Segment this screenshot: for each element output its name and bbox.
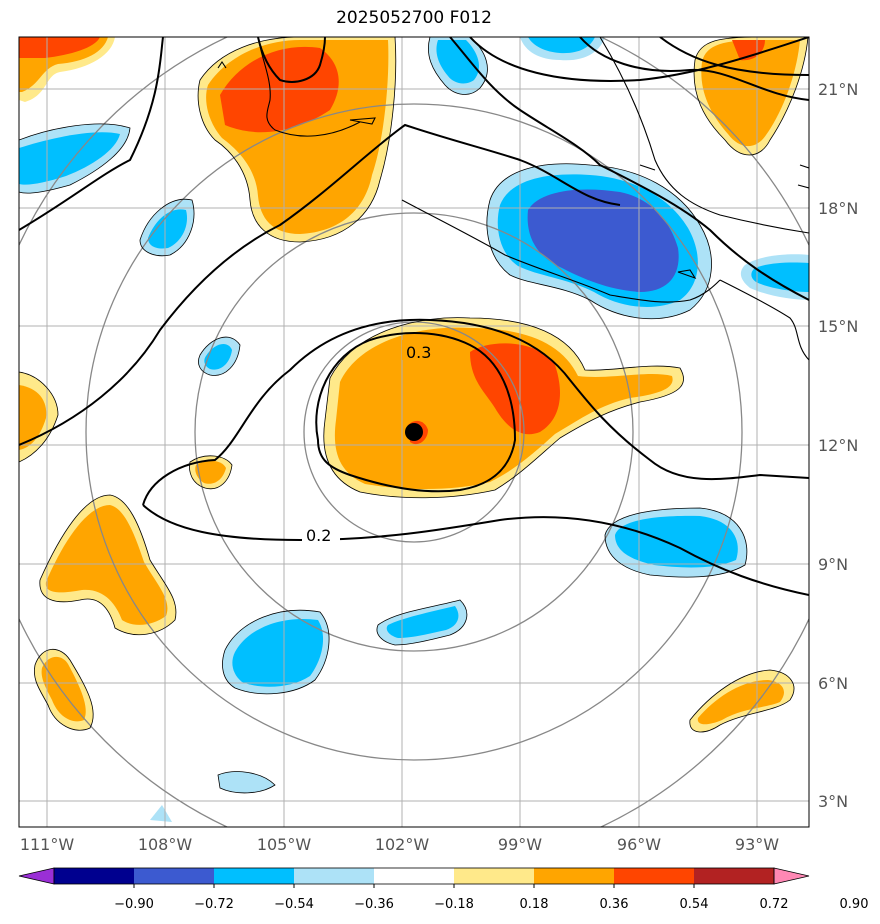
lat-label-12n: 12°N <box>818 436 858 455</box>
contour-label-02: 0.2 <box>306 526 331 545</box>
se-anomaly-core <box>697 680 784 725</box>
ne-negative-core <box>527 189 679 292</box>
east-edge-negative-core <box>751 262 809 292</box>
map-title: 2025052700 F012 <box>336 8 492 28</box>
lat-label-15n: 15°N <box>818 317 858 336</box>
colorbar-swatch <box>374 868 455 884</box>
lon-label-93w: 93°W <box>735 835 779 854</box>
west-edge-core <box>19 385 47 450</box>
colorbar-tick: 0.90 <box>840 897 869 912</box>
lon-label-96w: 96°W <box>617 835 661 854</box>
coastlines <box>217 37 809 361</box>
latitude-labels: 21°N 18°N 15°N 12°N 9°N 6°N 3°N <box>818 80 858 811</box>
lat-label-3n: 3°N <box>818 792 848 811</box>
colorbar-swatch <box>134 868 215 884</box>
colorbar-swatch <box>694 868 775 884</box>
south-negative-b-core <box>386 606 459 638</box>
map-frame <box>18 36 810 828</box>
colorbar-swatch <box>454 868 535 884</box>
small-negative-a-core <box>148 209 188 249</box>
colorbar-swatch <box>294 868 375 884</box>
small-negative-d <box>150 805 172 822</box>
contour-label-bg-02 <box>302 524 340 544</box>
contour-label-bg-03 <box>402 340 440 360</box>
colorbar-tick: 0.72 <box>760 897 789 912</box>
lat-label-21n: 21°N <box>818 80 858 99</box>
lat-label-18n: 18°N <box>818 199 858 218</box>
colorbar-extend-max <box>773 867 810 885</box>
lat-label-6n: 6°N <box>818 674 848 693</box>
anomaly-outlines <box>19 37 809 794</box>
colorbar-tick: −0.90 <box>114 897 154 912</box>
north-anomaly-max <box>220 46 339 133</box>
small-negative-c <box>218 771 275 793</box>
small-anomaly-b-core <box>41 656 86 722</box>
map-area: 0.3 0.2 <box>19 37 809 827</box>
colorbar-tick: 0.18 <box>520 897 549 912</box>
colorbar-tick-labels: −0.90 −0.72 −0.54 −0.36 −0.18 0.18 0.36 … <box>114 897 868 912</box>
north-negative-b-core <box>528 37 595 54</box>
south-negative-core <box>232 618 324 687</box>
colorbar-tick: −0.72 <box>194 897 234 912</box>
east-negative-core <box>615 515 738 568</box>
colorbar-tick: −0.18 <box>434 897 474 912</box>
colorbar-tick: −0.36 <box>354 897 394 912</box>
colorbar-tick: 0.54 <box>680 897 709 912</box>
colorbar-border <box>53 867 775 885</box>
contour-label-03: 0.3 <box>406 343 431 362</box>
colorbar-swatch <box>54 868 135 884</box>
north-negative-a-core <box>436 40 480 84</box>
longitude-labels: 111°W 108°W 105°W 102°W 99°W 96°W 93°W <box>20 835 779 854</box>
colorbar-extend-min <box>18 867 55 885</box>
lat-label-9n: 9°N <box>818 555 848 574</box>
lon-label-111w: 111°W <box>20 835 75 854</box>
colorbar-swatch <box>534 868 615 884</box>
sw-anomaly-core <box>45 505 168 625</box>
field-contours <box>19 37 809 596</box>
nw-corner-max <box>19 37 100 58</box>
colorbar-tick: 0.36 <box>600 897 629 912</box>
colorbar <box>18 867 810 888</box>
lon-label-108w: 108°W <box>138 835 193 854</box>
lon-label-102w: 102°W <box>375 835 430 854</box>
colorbar-swatch <box>214 868 295 884</box>
colorbar-swatch <box>614 868 695 884</box>
lon-label-99w: 99°W <box>498 835 542 854</box>
west-negative-core <box>19 132 120 185</box>
colorbar-tick: −0.54 <box>274 897 314 912</box>
lon-label-105w: 105°W <box>257 835 312 854</box>
small-anomaly-a-core <box>195 460 226 484</box>
storm-center-marker <box>405 423 423 441</box>
